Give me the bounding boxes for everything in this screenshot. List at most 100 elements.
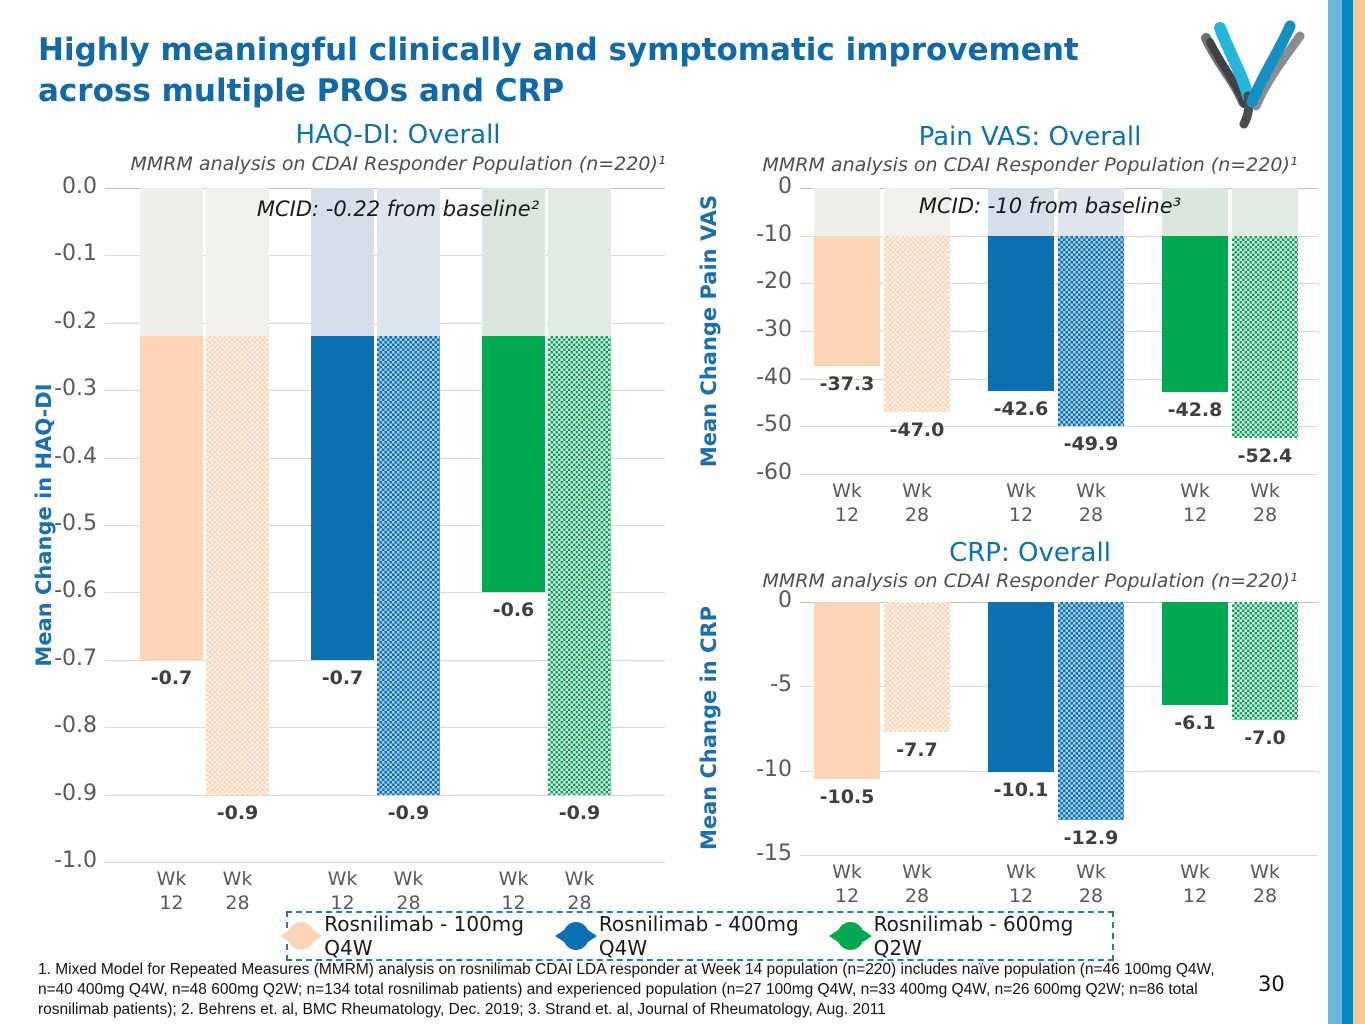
bar-mcid-segment <box>140 188 203 337</box>
bar-value-label: -49.9 <box>1063 432 1119 455</box>
legend-marker-icon <box>554 922 597 950</box>
bar-value-label: -10.1 <box>993 779 1049 802</box>
bar-solid <box>1162 235 1228 392</box>
slide-title: Highly meaningful clinically and symptom… <box>38 32 1079 109</box>
legend-item: Rosnilimab - 600mg Q2W <box>829 912 1112 960</box>
legend-marker-icon <box>280 922 323 950</box>
bar-value-label: -7.0 <box>1244 727 1286 750</box>
x-tick-label: Wk 12 <box>1006 480 1036 526</box>
bar-value-label: -47.0 <box>889 419 945 442</box>
bar-hatched <box>1058 235 1124 426</box>
chart-title-crp: CRP: Overall <box>949 538 1111 568</box>
y-tick-label: -40 <box>756 364 792 390</box>
bar-value-label: -0.9 <box>387 801 430 824</box>
bar-mcid-segment <box>206 188 269 337</box>
y-tick-label: -0.8 <box>54 713 97 739</box>
legend-marker-tail <box>313 930 323 942</box>
bar-mcid-segment <box>377 188 440 337</box>
bar-solid <box>1162 602 1228 705</box>
legend-item: Rosnilimab - 100mg Q4W <box>280 912 563 960</box>
x-tick-label: Wk 12 <box>327 868 358 914</box>
gridline <box>105 862 665 863</box>
y-tick-label: -0.9 <box>54 780 97 806</box>
legend-item: Rosnilimab - 400mg Q4W <box>554 912 838 960</box>
chart-subtitle-crp: MMRM analysis on CDAI Responder Populati… <box>762 570 1298 592</box>
edge-stripe-light-blue <box>1328 0 1342 1024</box>
page-number: 30 <box>1258 972 1285 996</box>
legend-marker-tail <box>587 930 597 942</box>
bar-hatched <box>548 336 611 795</box>
gridline <box>800 474 1318 475</box>
y-axis-label-crp: Mean Change in CRP <box>697 605 721 851</box>
bar-solid <box>814 235 880 366</box>
chart-subtitle-pain-vas: MMRM analysis on CDAI Responder Populati… <box>762 154 1298 176</box>
gridline <box>105 794 665 796</box>
x-tick-label: Wk 12 <box>156 868 187 914</box>
bar-solid <box>482 336 545 593</box>
bar-value-label: -0.7 <box>150 666 193 689</box>
x-tick-label: Wk 12 <box>498 868 529 914</box>
y-tick-label: -30 <box>756 317 792 342</box>
legend-marker-icon <box>829 922 872 950</box>
y-tick-label: -10 <box>756 221 792 247</box>
bar-value-label: -0.9 <box>216 801 259 824</box>
legend-marker-tail <box>862 930 872 942</box>
bar-mcid-segment <box>1232 188 1298 236</box>
legend-marker-tail <box>280 930 289 942</box>
y-tick-label: 0.0 <box>62 174 97 199</box>
legend-marker-tail <box>829 930 839 942</box>
y-tick-label: -0.2 <box>54 308 97 334</box>
bar-hatched <box>884 235 950 413</box>
edge-stripe-dark-blue <box>1342 0 1353 1024</box>
bar-mcid-segment <box>814 188 880 236</box>
bar-solid <box>814 602 880 780</box>
x-tick-label: Wk 28 <box>1076 861 1106 907</box>
bar-value-label: -0.7 <box>321 666 364 689</box>
legend-label: Rosnilimab - 100mg Q4W <box>324 912 524 960</box>
bar-mcid-segment <box>1058 188 1124 236</box>
y-tick-label: -0.5 <box>54 511 97 536</box>
bar-mcid-segment <box>1162 188 1228 236</box>
x-tick-label: Wk 28 <box>1250 861 1280 907</box>
x-tick-label: Wk 12 <box>832 861 862 907</box>
bar-value-label: -42.8 <box>1167 399 1223 421</box>
bar-mcid-segment <box>884 188 950 236</box>
bar-solid <box>311 336 374 660</box>
edge-stripe-peach <box>1353 0 1365 1024</box>
x-tick-label: Wk 28 <box>393 868 424 914</box>
bar-hatched <box>1232 235 1298 438</box>
y-tick-label: 0 <box>778 174 792 199</box>
bar-mcid-segment <box>482 188 545 337</box>
y-tick-label: -1.0 <box>54 848 97 873</box>
bar-hatched <box>1058 602 1124 820</box>
x-tick-label: Wk 28 <box>222 868 253 914</box>
x-tick-label: Wk 28 <box>902 480 932 526</box>
bar-hatched <box>377 336 440 795</box>
bar-hatched <box>206 336 269 795</box>
bar-value-label: -42.6 <box>993 398 1049 421</box>
bar-value-label: -6.1 <box>1174 711 1216 734</box>
bar-solid <box>140 336 203 660</box>
chart-title-haq-di: HAQ-DI: Overall <box>295 120 501 150</box>
y-tick-label: -20 <box>756 269 792 295</box>
chart-subtitle-haq-di: MMRM analysis on CDAI Responder Populati… <box>130 153 666 175</box>
x-tick-label: Wk 12 <box>1006 861 1036 907</box>
bar-value-label: -7.7 <box>896 738 938 761</box>
y-tick-label: -0.7 <box>54 645 97 671</box>
y-tick-label: -0.4 <box>54 443 97 469</box>
bar-hatched <box>884 602 950 732</box>
bar-value-label: -0.6 <box>492 599 535 622</box>
x-tick-label: Wk 28 <box>902 861 932 907</box>
bar-mcid-segment <box>311 188 374 337</box>
legend: Rosnilimab - 100mg Q4W Rosnilimab - 400mg… <box>280 911 1114 961</box>
legend-label: Rosnilimab - 400mg Q4W <box>598 912 799 960</box>
bar-solid <box>988 602 1054 773</box>
x-tick-label: Wk 12 <box>1180 480 1210 526</box>
y-tick-label: -5 <box>770 672 792 698</box>
y-tick-label: 0 <box>778 588 792 613</box>
mcid-annotation-pain-vas: MCID: -10 from baseline³ <box>918 194 1182 218</box>
bar-hatched <box>1232 602 1298 721</box>
chart-title-pain-vas: Pain VAS: Overall <box>918 122 1142 152</box>
bar-solid <box>988 235 1054 392</box>
